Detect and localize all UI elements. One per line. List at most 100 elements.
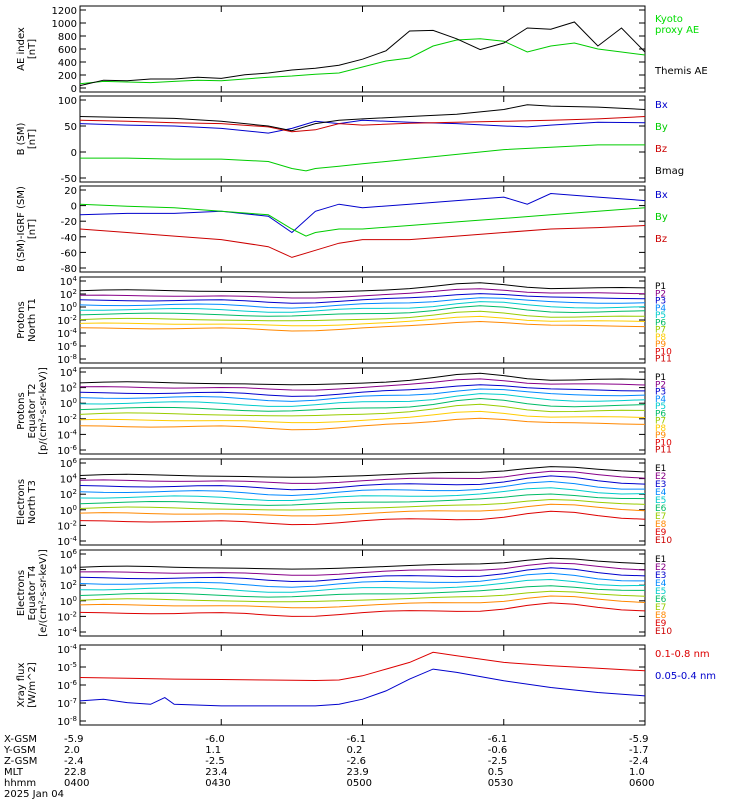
flux-band-line <box>79 572 646 588</box>
footer-value: -6.0 <box>205 734 225 745</box>
series-line-themis-ae <box>79 21 646 87</box>
footer-value: 0500 <box>347 778 372 789</box>
flux-band-line <box>79 378 646 391</box>
flux-band-line <box>79 301 646 313</box>
y-axis-label: Electrons <box>16 570 27 616</box>
footer-value: -0.6 <box>488 745 508 756</box>
legend-entry: Bmag <box>655 166 684 177</box>
flux-band-line <box>79 567 646 583</box>
footer-value: -6.1 <box>347 734 367 745</box>
legend-entry: P5 <box>655 402 666 412</box>
footer-value: 0.5 <box>488 767 504 778</box>
flux-band-line <box>79 487 646 501</box>
legend-entry: By <box>655 122 668 133</box>
y-tick-label: 10-2 <box>57 610 77 623</box>
y-axis-label: B (SM) <box>16 122 27 155</box>
footer-value: 0600 <box>629 778 654 789</box>
flux-band-line <box>79 393 646 407</box>
legend-entry: P6 <box>655 318 666 328</box>
y-tick-label: 104 <box>60 275 78 288</box>
footer-value: 1.1 <box>205 745 221 756</box>
legend-entry: P7 <box>655 326 666 336</box>
footer-value: -2.6 <box>347 756 367 767</box>
footer-value: 0530 <box>488 778 513 789</box>
y-tick-label: 10-2 <box>57 413 77 426</box>
y-tick-label: 104 <box>60 473 78 486</box>
y-tick-label: 10-4 <box>57 428 77 441</box>
legend-entry: P8 <box>655 424 666 434</box>
legend-entry: E3 <box>655 571 666 581</box>
legend-entry: E2 <box>655 563 666 573</box>
legend-entry: P5 <box>655 311 666 321</box>
footer-value: 23.9 <box>347 767 369 778</box>
footer-value: 1.0 <box>629 767 645 778</box>
series-line-bx <box>79 119 646 134</box>
y-tick-label: 10-8 <box>57 353 77 366</box>
flux-band-line <box>79 288 646 299</box>
footer-date: 2025 Jan 04 <box>4 789 64 800</box>
flux-band-line <box>79 372 646 386</box>
legend-entry: E10 <box>655 536 672 546</box>
legend-entry: Bx <box>655 190 668 201</box>
y-tick-label: -20 <box>61 217 77 228</box>
y-tick-label: 10-4 <box>57 643 77 656</box>
flux-band-line <box>79 388 646 402</box>
flux-band-line <box>79 397 646 412</box>
footer-value: -2.5 <box>205 756 225 767</box>
flux-band-line <box>79 282 646 293</box>
y-tick-label: 10-5 <box>57 661 77 674</box>
footer-value: 2.0 <box>64 745 80 756</box>
y-tick-label: 106 <box>60 548 78 561</box>
legend-entry: P9 <box>655 431 666 441</box>
footer-value: -5.9 <box>64 734 84 745</box>
legend-entry: 0.1-0.8 nm <box>655 649 710 660</box>
flux-band-line <box>79 498 646 511</box>
y-tick-label: 100 <box>58 96 77 107</box>
series-line-kyoto-proxy-ae <box>79 38 646 85</box>
legend-entry: P4 <box>655 395 666 405</box>
series-line-0-05-0-4-nm <box>79 668 646 707</box>
y-tick-label: 20 <box>64 186 77 197</box>
y-tick-label: 106 <box>60 457 78 470</box>
y-axis-label: Protons <box>16 301 27 338</box>
y-tick-label: 10-4 <box>57 535 77 548</box>
y-tick-label: 0 <box>71 148 77 159</box>
legend-entry: E3 <box>655 480 666 490</box>
footer-value: 0430 <box>205 778 230 789</box>
legend-entry: P1 <box>655 373 666 383</box>
legend-entry: Kyoto <box>655 14 683 25</box>
y-tick-label: 100 <box>60 301 77 314</box>
y-axis-label: Xray flux <box>16 663 27 708</box>
flux-band-line <box>79 510 646 526</box>
legend-entry: P10 <box>655 347 672 357</box>
legend-entry: proxy AE <box>655 25 699 36</box>
series-line-0-1-0-8-nm <box>79 651 646 682</box>
y-tick-label: 104 <box>60 366 78 379</box>
legend-entry: E9 <box>655 528 667 538</box>
footer-value: -2.4 <box>629 756 649 767</box>
flux-band-line <box>79 590 646 603</box>
legend-entry: P11 <box>655 355 672 365</box>
y-tick-label: 1200 <box>52 6 77 17</box>
flux-band-line <box>79 297 646 309</box>
y-tick-label: 10-7 <box>57 697 77 710</box>
panel-frame-xray <box>79 644 646 726</box>
flux-band-line <box>79 480 645 497</box>
flux-band-line <box>79 315 646 327</box>
y-tick-label: -40 <box>61 233 77 244</box>
y-axis-label: Equator T2 <box>27 384 38 439</box>
series-line-bz <box>79 116 646 133</box>
footer-value: 23.4 <box>205 767 227 778</box>
y-tick-label: 10-6 <box>57 679 77 692</box>
footer-value: 22.8 <box>64 767 86 778</box>
legend-entry: Themis AE <box>654 66 708 77</box>
legend-entry: E5 <box>655 587 666 597</box>
legend-entry: E9 <box>655 619 667 629</box>
footer-row-label: Z-GSM <box>4 756 37 767</box>
legend-entry: 0.05-0.4 nm <box>655 671 716 682</box>
y-axis-label: Equator T4 <box>27 566 38 621</box>
y-axis-label: Protons <box>16 392 27 429</box>
y-axis-label: [e/(cm²-s-sr-keV)] <box>38 549 49 637</box>
legend-entry: E6 <box>655 595 667 605</box>
flux-band-line <box>79 602 646 617</box>
